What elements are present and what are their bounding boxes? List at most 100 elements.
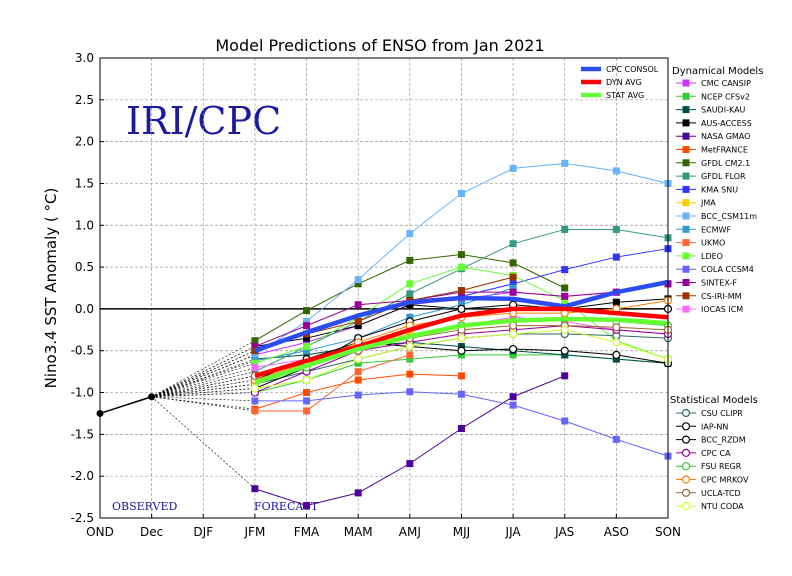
point-bcc-rzdm [457,304,466,314]
legend-marker-ucla-tcd [681,488,691,497]
legend-label-cpc-consol: CPC CONSOL [606,65,659,74]
legend-label-sintex-f: SINTEX-F [701,279,737,288]
point-ncep-cfsv2 [406,355,414,363]
point-metfrance [457,372,465,380]
point-ecmwf [509,284,517,292]
point-ncep-cfsv2 [509,351,517,359]
fan-line-fsu-regr [151,383,255,398]
observed-label: OBSERVED [112,500,178,513]
legend-label-saudi-kau: SAUDI-KAU [701,106,746,115]
point-bcc-csm11m [509,164,517,172]
legend-marker-cola-ccsm4 [682,265,690,273]
point-metfrance [406,370,414,378]
legend-label-cpc-ca: CPC CA [701,449,731,458]
point-cs-iri-mm [509,273,517,281]
fan-line-ukmo [151,396,255,412]
x-tick-label-amj: AMJ [399,525,421,539]
point-cola-ccsm4 [612,435,620,443]
fan-line-cola-ccsm4 [151,396,255,402]
point-sintex-f [303,322,311,330]
point-ldeo [251,359,259,367]
y-axis-label: Nino3.4 SST Anomaly ( °C) [42,188,60,389]
legend-marker-ecmwf [682,225,690,233]
legend-marker-ncep-cfsv2 [682,92,690,100]
legend-marker-cs-iri-mm [682,292,690,300]
point-gfdl-flor [406,290,414,298]
y-tick-label: -0.5 [71,344,94,358]
point-gfdl-cm2-1 [457,251,465,259]
point-gfdl-cm2-1 [251,337,259,345]
point-iap-nn [457,346,466,355]
legend-marker-jma [682,199,690,207]
point-nasa-gmao [303,501,311,509]
fan-line-gfdl-cm2-1 [151,340,256,397]
point-aus-access [303,334,311,342]
legend-marker-gfdl-cm2-1 [682,159,690,167]
point-bcc-csm11m [406,230,414,238]
point-ldeo [457,263,465,271]
consensus-line-cpc-consol [254,279,669,353]
point-saudi-kau [303,351,311,359]
x-tick-label-djf: DJF [193,525,213,539]
x-tick-label-jas: JAS [554,525,574,539]
point-metfrance [354,376,362,384]
point-cs-iri-mm [354,317,362,325]
legend-marker-saudi-kau [682,106,690,114]
point-gfdl-cm2-1 [406,256,414,264]
legend-label-gfdl-flor: GFDL FLOR [701,172,746,181]
point-gfdl-cm2-1 [303,307,311,315]
point-ukmo [303,407,311,415]
point-bcc-csm11m [251,351,259,359]
x-tick-label-son: SON [655,525,681,539]
legend-marker-gfdl-flor [682,172,690,180]
series-line-ecmwf [254,287,514,362]
chart-title: Model Predictions of ENSO from Jan 2021 [215,36,544,55]
point-bcc-csm11m [354,276,362,284]
fan-line-bcc-csm11m [151,354,256,398]
point-iap-nn [612,350,621,360]
legend-label-kma-snu: KMA SNU [701,185,738,194]
point-iap-nn [560,346,569,355]
fan-line-cpc-ca [151,392,255,398]
point-gfdl-flor [251,368,259,376]
legend-label-metfrance: MetFRANCE [701,146,748,155]
consensus-line-dyn-avg [254,306,669,378]
series-line-ukmo [254,354,410,412]
point-ncep-cfsv2 [354,359,362,367]
point-ecmwf [457,301,465,309]
point-gfdl-flor [561,225,569,233]
point-bcc-csm11m [612,167,620,175]
legend-marker-kma-snu [682,185,690,193]
point-ntu-coda [560,325,569,334]
point-aus-access [406,301,414,309]
point-gfdl-cm2-1 [354,280,362,288]
legend-marker-sintex-f [682,279,690,286]
legend-label-gfdl-cm2-1: GFDL CM2.1 [701,159,750,168]
point-nasa-gmao [406,460,414,468]
legend-marker-metfrance [682,146,690,153]
legend-label-nasa-gmao: NASA GMAO [701,132,750,141]
fan-line-cpc-mrkov [151,379,255,398]
point-kma-snu [612,253,620,261]
point-ucla-tcd [612,323,621,332]
x-tick-label-dec: Dec [140,525,163,539]
y-tick-label: 1.5 [75,176,94,190]
fan-line-ucla-tcd [151,375,255,398]
forecast-label: FORECAST [254,500,319,513]
point-saudi-kau [612,355,620,363]
observed-point [148,393,156,401]
point-ecmwf [406,313,414,321]
point-nasa-gmao [251,485,259,493]
y-tick-label: -2.0 [71,469,94,483]
legend-marker-bcc-rzdm [681,435,691,444]
legend-label-ecmwf: ECMWF [701,225,731,234]
consensus-line-stat-avg [254,316,669,385]
legend-label-ncep-cfsv2: NCEP CFSv2 [701,92,750,101]
point-sintex-f [509,288,517,296]
point-cola-ccsm4 [251,397,259,405]
y-tick-label: 1.0 [75,218,94,232]
fan-line-sintex-f [151,346,256,397]
legend-label-iap-nn: IAP-NN [701,422,728,431]
x-tick-label-mam: MAM [344,525,373,539]
point-cola-ccsm4 [303,397,311,405]
